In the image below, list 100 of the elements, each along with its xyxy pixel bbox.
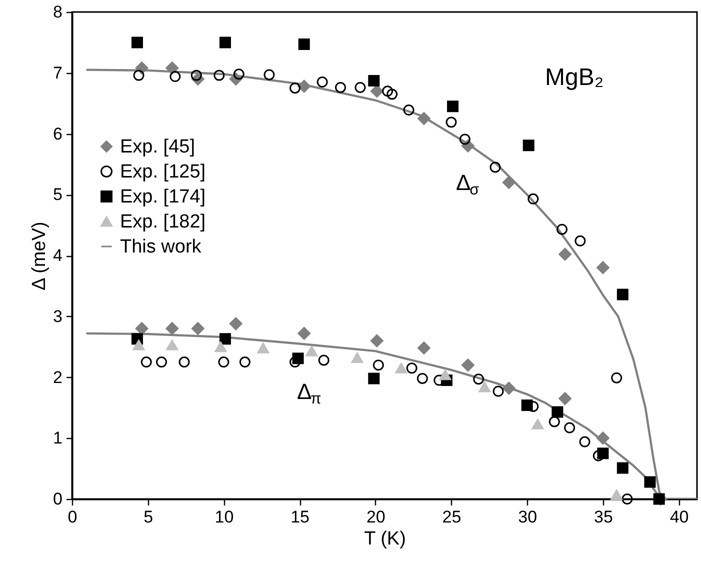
x-tick-label: 10 xyxy=(214,508,234,526)
point xyxy=(478,382,491,392)
x-tick-label: 15 xyxy=(290,508,310,526)
y-axis-title: Δ (meV) xyxy=(29,222,50,290)
y-tick-label: 5 xyxy=(53,185,62,204)
point xyxy=(166,322,179,335)
point xyxy=(492,386,504,397)
legend-label: Exp. [182] xyxy=(120,212,206,232)
point xyxy=(406,362,418,374)
point xyxy=(386,88,398,100)
point xyxy=(140,356,152,368)
point xyxy=(579,436,590,448)
point xyxy=(370,84,384,98)
point xyxy=(370,334,384,348)
point xyxy=(490,162,501,173)
point xyxy=(558,248,572,261)
point xyxy=(382,86,394,97)
point xyxy=(564,422,576,434)
point xyxy=(166,340,178,350)
point xyxy=(372,360,384,371)
point xyxy=(190,70,202,81)
point xyxy=(156,356,167,368)
point xyxy=(528,193,539,204)
legend-label: Exp. [125] xyxy=(120,162,206,182)
point xyxy=(290,82,300,94)
point xyxy=(229,317,242,330)
y-tick-label: 7 xyxy=(53,63,62,82)
point xyxy=(316,76,328,88)
point xyxy=(522,140,534,152)
point xyxy=(395,362,408,374)
point xyxy=(233,68,244,80)
point xyxy=(596,432,610,445)
point xyxy=(521,400,533,412)
point xyxy=(135,322,148,335)
point xyxy=(133,70,144,81)
point xyxy=(616,288,628,300)
point xyxy=(132,340,145,350)
point xyxy=(298,38,310,50)
point xyxy=(417,342,430,354)
point xyxy=(597,448,609,460)
point xyxy=(354,82,366,93)
point xyxy=(653,493,665,505)
x-axis-title: T (K) xyxy=(364,528,406,550)
x-tick-label: 20 xyxy=(366,508,386,526)
x-tick-label: 25 xyxy=(442,508,462,526)
point xyxy=(592,450,604,462)
point xyxy=(417,112,430,125)
x-tick-label: 5 xyxy=(144,508,154,526)
point xyxy=(439,370,452,380)
point xyxy=(548,416,560,428)
point xyxy=(219,36,231,48)
point xyxy=(610,489,623,500)
point xyxy=(502,176,516,189)
y-tick-label: 0 xyxy=(53,490,62,508)
point xyxy=(218,356,230,368)
point xyxy=(532,418,544,430)
y-tick-label: 3 xyxy=(53,306,62,326)
point xyxy=(368,372,380,384)
y-tick-label: 1 xyxy=(53,428,62,448)
point xyxy=(611,372,622,384)
point xyxy=(219,333,231,345)
point xyxy=(368,75,380,87)
point xyxy=(214,342,227,352)
point xyxy=(191,322,204,335)
point xyxy=(298,326,311,340)
point xyxy=(459,134,470,145)
legend-label: Exp. [174] xyxy=(120,186,206,208)
annotation: MgB₂ xyxy=(545,64,604,91)
y-tick-label: 2 xyxy=(53,368,62,387)
y-tick-label: 6 xyxy=(53,124,62,144)
point xyxy=(502,382,516,395)
point xyxy=(264,69,275,80)
point xyxy=(257,342,270,354)
point xyxy=(447,100,459,112)
point xyxy=(178,356,190,368)
point xyxy=(214,70,225,81)
point xyxy=(403,104,414,116)
point xyxy=(292,352,304,364)
point xyxy=(644,476,656,488)
point xyxy=(131,36,143,48)
point xyxy=(616,462,628,474)
point xyxy=(298,80,311,93)
legend-label: This work xyxy=(120,236,202,258)
point xyxy=(574,235,586,246)
point xyxy=(351,352,364,364)
point xyxy=(446,116,457,128)
y-tick-label: 8 xyxy=(53,2,62,22)
point xyxy=(461,358,474,372)
point xyxy=(318,354,330,366)
point xyxy=(552,406,564,418)
legend-label: Exp. [45] xyxy=(120,136,195,158)
point xyxy=(556,224,568,235)
point xyxy=(558,392,572,406)
point xyxy=(239,356,250,368)
point xyxy=(166,62,179,74)
x-tick-label: 30 xyxy=(518,508,538,526)
point xyxy=(473,374,484,385)
x-tick-label: 0 xyxy=(68,508,78,526)
point xyxy=(622,494,633,504)
x-tick-label: 35 xyxy=(594,508,613,526)
